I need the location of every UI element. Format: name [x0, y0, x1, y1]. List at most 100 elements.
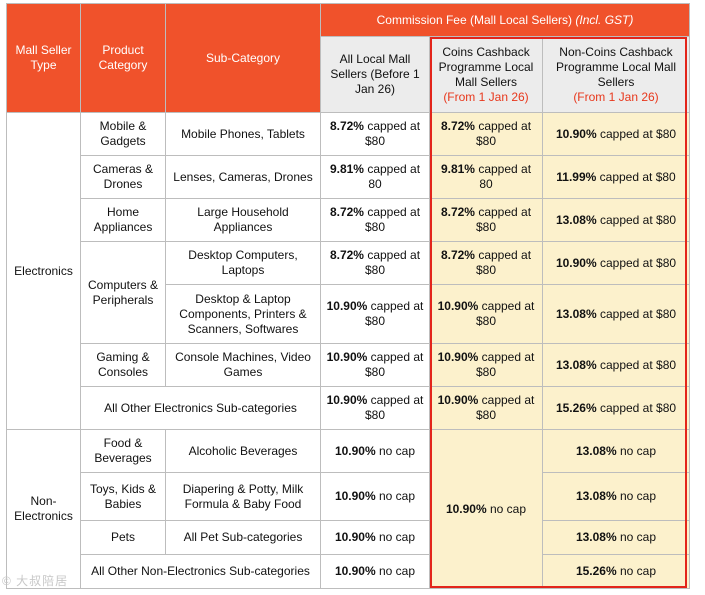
fee-before-cell: 10.90% no cap [320, 472, 430, 521]
header-non-coins-cashback: Non-Coins Cashback Programme Local Mall … [542, 36, 690, 113]
fee-pct: 11.99% [556, 169, 597, 184]
sub-category-cell: Lenses, Cameras, Drones [165, 155, 321, 199]
fee-coins-non-electronics-cell: 10.90% no cap [429, 429, 543, 589]
fee-pct: 10.90% [334, 564, 376, 578]
fee-pct: 10.90% [437, 393, 479, 407]
fee-before-cell: 10.90% capped at $80 [320, 386, 430, 430]
fee-pct: 10.90% [334, 530, 376, 544]
fee-pct: 10.90% [555, 126, 597, 141]
fee-note: capped at $80 [596, 306, 677, 321]
category-cell: Gaming & Consoles [80, 343, 166, 387]
fee-note: no cap [616, 564, 657, 578]
fee-pct: 8.72% [440, 205, 475, 219]
fee-before-cell: 9.81% capped at 80 [320, 155, 430, 199]
category-cell: Mobile & Gadgets [80, 112, 166, 156]
fee-note: capped at $80 [474, 248, 532, 277]
fee-note: no cap [375, 564, 416, 578]
fee-note: no cap [616, 489, 657, 503]
fee-note: capped at $80 [475, 393, 535, 422]
fee-before-cell: 10.90% capped at $80 [320, 284, 430, 344]
fee-note: no cap [616, 530, 657, 544]
fee-pct: 10.90% [437, 299, 479, 313]
fee-noncoins-cell: 13.08% no cap [542, 429, 690, 473]
category-cell: All Other Electronics Sub-categories [80, 386, 321, 430]
fee-noncoins-cell: 10.90% capped at $80 [542, 112, 690, 156]
fee-before-cell: 10.90% no cap [320, 520, 430, 555]
fee-pct: 10.90% [445, 501, 487, 516]
category-cell: Toys, Kids & Babies [80, 472, 166, 521]
fee-noncoins-cell: 13.08% no cap [542, 472, 690, 521]
group-electronics: Electronics [6, 112, 81, 430]
fee-pct: 13.08% [575, 443, 617, 458]
fee-pct: 9.81% [440, 162, 475, 176]
fee-noncoins-cell: 13.08% capped at $80 [542, 198, 690, 242]
coins-col-title: Coins Cashback Programme Local Mall Sell… [438, 44, 534, 89]
fee-note: capped at $80 [596, 400, 677, 415]
fee-note: capped at $80 [363, 248, 421, 277]
fee-coins-cell: 8.72% capped at $80 [429, 241, 543, 285]
fee-before-cell: 8.72% capped at $80 [320, 112, 430, 156]
fee-pct: 10.90% [437, 350, 479, 364]
commission-note: (Incl. GST) [575, 12, 634, 27]
fee-pct: 13.08% [555, 306, 597, 321]
commission-fee-table: Mall Seller Type Product Category Sub-Ca… [6, 3, 690, 589]
fee-pct: 10.90% [326, 299, 368, 313]
fee-noncoins-cell: 13.08% capped at $80 [542, 284, 690, 344]
sub-category-cell: Mobile Phones, Tablets [165, 112, 321, 156]
fee-note: no cap [375, 443, 416, 458]
fee-note: capped at $80 [364, 299, 424, 328]
header-sub-category: Sub-Category [165, 3, 321, 113]
commission-title: Commission Fee (Mall Local Sellers) [376, 12, 573, 27]
fee-note: capped at $80 [596, 169, 676, 184]
fee-noncoins-cell: 15.26% no cap [542, 554, 690, 589]
header-product-category: Product Category [80, 3, 166, 113]
fee-note: capped at $80 [364, 350, 424, 379]
header-before-jan26: All Local Mall Sellers (Before 1 Jan 26) [320, 36, 430, 113]
fee-noncoins-cell: 13.08% no cap [542, 520, 690, 555]
fee-pct: 8.72% [440, 248, 475, 262]
fee-pct: 8.72% [329, 119, 364, 133]
coins-col-date: (From 1 Jan 26) [443, 89, 529, 104]
sub-category-cell: Desktop Computers, Laptops [165, 241, 321, 285]
fee-pct: 8.72% [329, 248, 364, 262]
fee-coins-cell: 10.90% capped at $80 [429, 284, 543, 344]
fee-pct: 13.08% [575, 530, 617, 544]
fee-pct: 13.08% [555, 357, 597, 372]
category-cell: Pets [80, 520, 166, 555]
sub-category-cell: Large Household Appliances [165, 198, 321, 242]
category-cell: Food & Beverages [80, 429, 166, 473]
fee-pct: 13.08% [575, 489, 617, 503]
fee-pct: 10.90% [334, 489, 376, 503]
noncoins-col-title: Non-Coins Cashback Programme Local Mall … [555, 44, 677, 89]
fee-pct: 8.72% [329, 205, 364, 219]
fee-coins-cell: 10.90% capped at $80 [429, 386, 543, 430]
fee-note: no cap [375, 489, 416, 503]
fee-coins-cell: 8.72% capped at $80 [429, 112, 543, 156]
fee-note: no cap [375, 530, 416, 544]
fee-note: capped at $80 [363, 205, 421, 234]
fee-note: capped at $80 [596, 126, 677, 141]
fee-pct: 10.90% [326, 350, 368, 364]
fee-note: no cap [486, 501, 527, 516]
header-commission-fee: Commission Fee (Mall Local Sellers) (Inc… [320, 3, 690, 37]
fee-note: capped at $80 [474, 119, 532, 148]
fee-pct: 9.81% [329, 162, 364, 176]
category-cell: All Other Non-Electronics Sub-categories [80, 554, 321, 589]
header-coins-cashback: Coins Cashback Programme Local Mall Sell… [429, 36, 543, 113]
sub-category-cell: All Pet Sub-categories [165, 520, 321, 555]
fee-pct: 8.72% [440, 119, 475, 133]
sub-category-cell: Diapering & Potty, Milk Formula & Baby F… [165, 472, 321, 521]
fee-note: capped at $80 [475, 350, 535, 379]
fee-note: capped at $80 [363, 119, 421, 148]
category-cell: Home Appliances [80, 198, 166, 242]
fee-note: capped at $80 [474, 205, 532, 234]
fee-noncoins-cell: 13.08% capped at $80 [542, 343, 690, 387]
header-seller-type: Mall Seller Type [6, 3, 81, 113]
fee-pct: 10.90% [555, 255, 597, 270]
sub-category-cell: Console Machines, Video Games [165, 343, 321, 387]
sub-category-cell: Alcoholic Beverages [165, 429, 321, 473]
fee-note: capped at $80 [596, 357, 677, 372]
fee-note: no cap [616, 443, 657, 458]
fee-before-cell: 10.90% no cap [320, 429, 430, 473]
fee-note: capped at $80 [596, 212, 677, 227]
